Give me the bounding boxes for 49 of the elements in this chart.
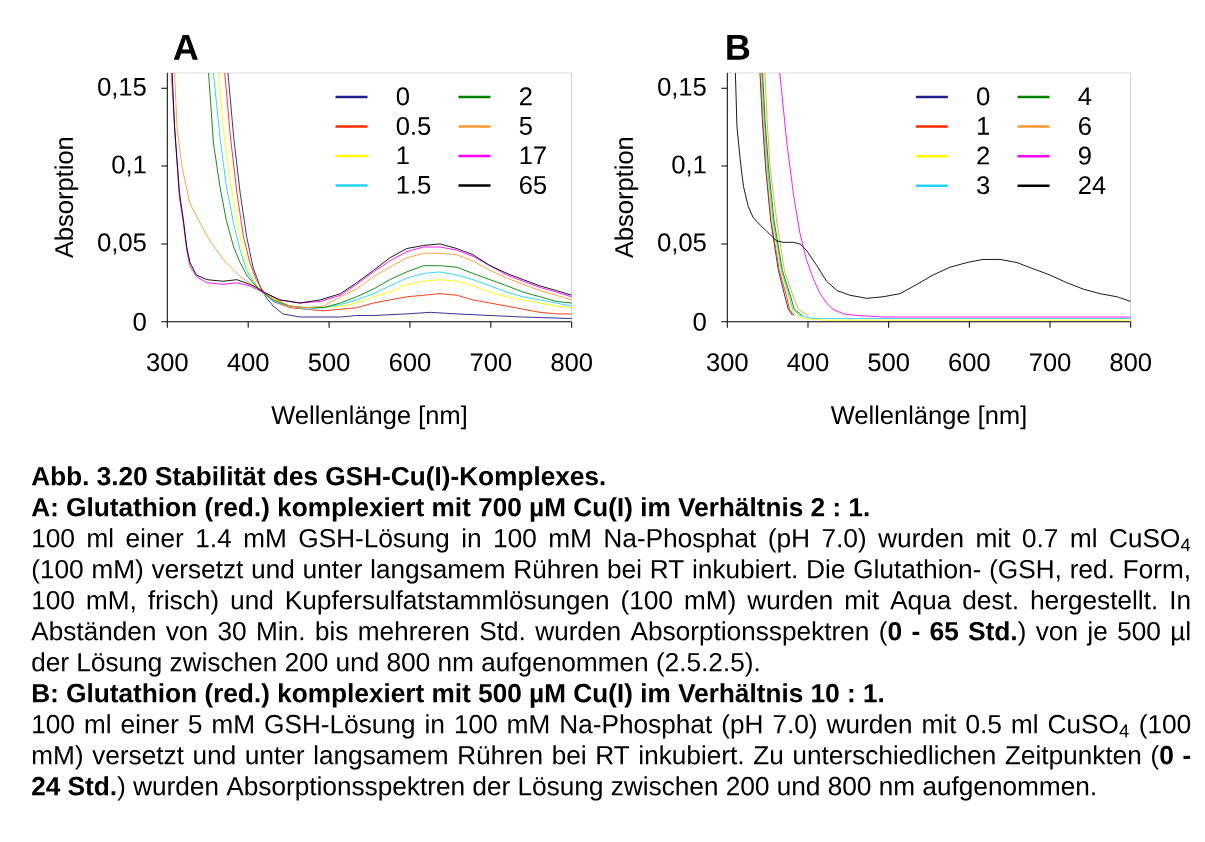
text: A: Glutathion (red.) komplexiert mit 700 µM Cu(I) im Verhältnis 2 : 1. — [31, 497, 869, 522]
y-tick-label: 0,15 — [98, 77, 146, 99]
text: 100 ml einer 5 mM GSH-Lösung in 100 mM Na-Phosphat (pH 7.0) wurden mit 0.5 ml CuSO$_{4}$ (100 mM) versetzt und unter langsamem Rühren bei RT inkubiert. Zu unterschiedlichen Zeitpunkten (0 - 24 Std.) wurden Absorptionsspektren der Lösung zwischen 200 und 800 nm aufgenommen. — [32, 714, 1191, 801]
line-series — [764, 72, 809, 316]
x-tick-label: 800 — [551, 353, 592, 372]
y-tick-label: 0,05 — [98, 233, 146, 255]
legend-label: 3 — [977, 176, 990, 195]
legend-label: 1 — [397, 146, 409, 165]
legend-label: 0.5 — [396, 116, 431, 136]
legend-label: 17 — [520, 146, 546, 165]
y-tick-label: 0,05 — [658, 233, 706, 255]
legend-label: 2 — [977, 146, 989, 165]
legend-label: 9 — [1078, 146, 1091, 165]
x-tick-label: 300 — [707, 353, 748, 372]
x-tick-label: 700 — [1030, 353, 1071, 372]
y-tick-label: 0 — [133, 312, 146, 331]
x-axis-title: Wellenlänge [nm] — [830, 405, 1026, 430]
chart-title: A — [173, 34, 198, 60]
text: B: Glutathion (red.) komplexiert mit 500 µM Cu(I) im Verhältnis 10 : 1. — [32, 683, 884, 708]
y-axis-title: Absorption — [54, 137, 79, 259]
legend-label: 24 — [1079, 176, 1106, 194]
x-tick-label: 400 — [227, 353, 269, 372]
y-axis-title: Absorption — [614, 137, 639, 259]
legend-label: 0 — [396, 87, 409, 106]
text: Abb. 3.20 Stabilität des GSH-Cu(I)-Komplexes. — [31, 466, 605, 491]
x-tick-label: 600 — [389, 353, 431, 372]
x-tick-label: 600 — [949, 353, 990, 372]
y-tick-label: 0,1 — [112, 155, 146, 177]
legend-label: 5 — [519, 117, 532, 135]
x-tick-label: 300 — [147, 353, 188, 372]
legend-label: 0 — [977, 87, 990, 106]
legend-label: 1.5 — [397, 176, 431, 194]
x-axis-title: Wellenlänge [nm] — [271, 405, 466, 430]
legend-label: 4 — [1078, 87, 1092, 106]
y-tick-label: 0,1 — [672, 155, 706, 177]
x-tick-label: 800 — [1110, 353, 1151, 372]
y-tick-label: 0 — [693, 312, 706, 331]
legend-label: 2 — [520, 87, 532, 106]
legend-label: 6 — [1079, 116, 1091, 136]
chart-title: B — [727, 34, 750, 60]
legend-label: 65 — [520, 175, 547, 194]
x-tick-label: 400 — [787, 353, 829, 372]
x-tick-label: 500 — [308, 353, 350, 372]
line-series — [762, 72, 803, 316]
legend-label: 1 — [978, 117, 990, 135]
y-tick-label: 0,15 — [658, 77, 706, 99]
x-tick-label: 500 — [868, 353, 909, 372]
text: 100 ml einer 1.4 mM GSH-Lösung in 100 mM Na-Phosphat (pH 7.0) wurden mit 0.7 ml CuSO$_{4}$ (100 mM) versetzt und unter langsamem Rühren bei RT inkubiert. Die Glutathion- (GSH, red. Form, 100 mM, frisch) und Kupfersulfatstammlösungen (100 mM) wurden mit Aqua dest. hergestellt. In Abständen von 30 Min. bis mehreren Std. wurden Absorptionsspektren (0 - 65 Std.) von je 500 µl der Lösung zwischen 200 und 800 nm aufgenommen (2.5.2.5). — [31, 528, 1191, 677]
x-tick-label: 700 — [470, 353, 512, 372]
